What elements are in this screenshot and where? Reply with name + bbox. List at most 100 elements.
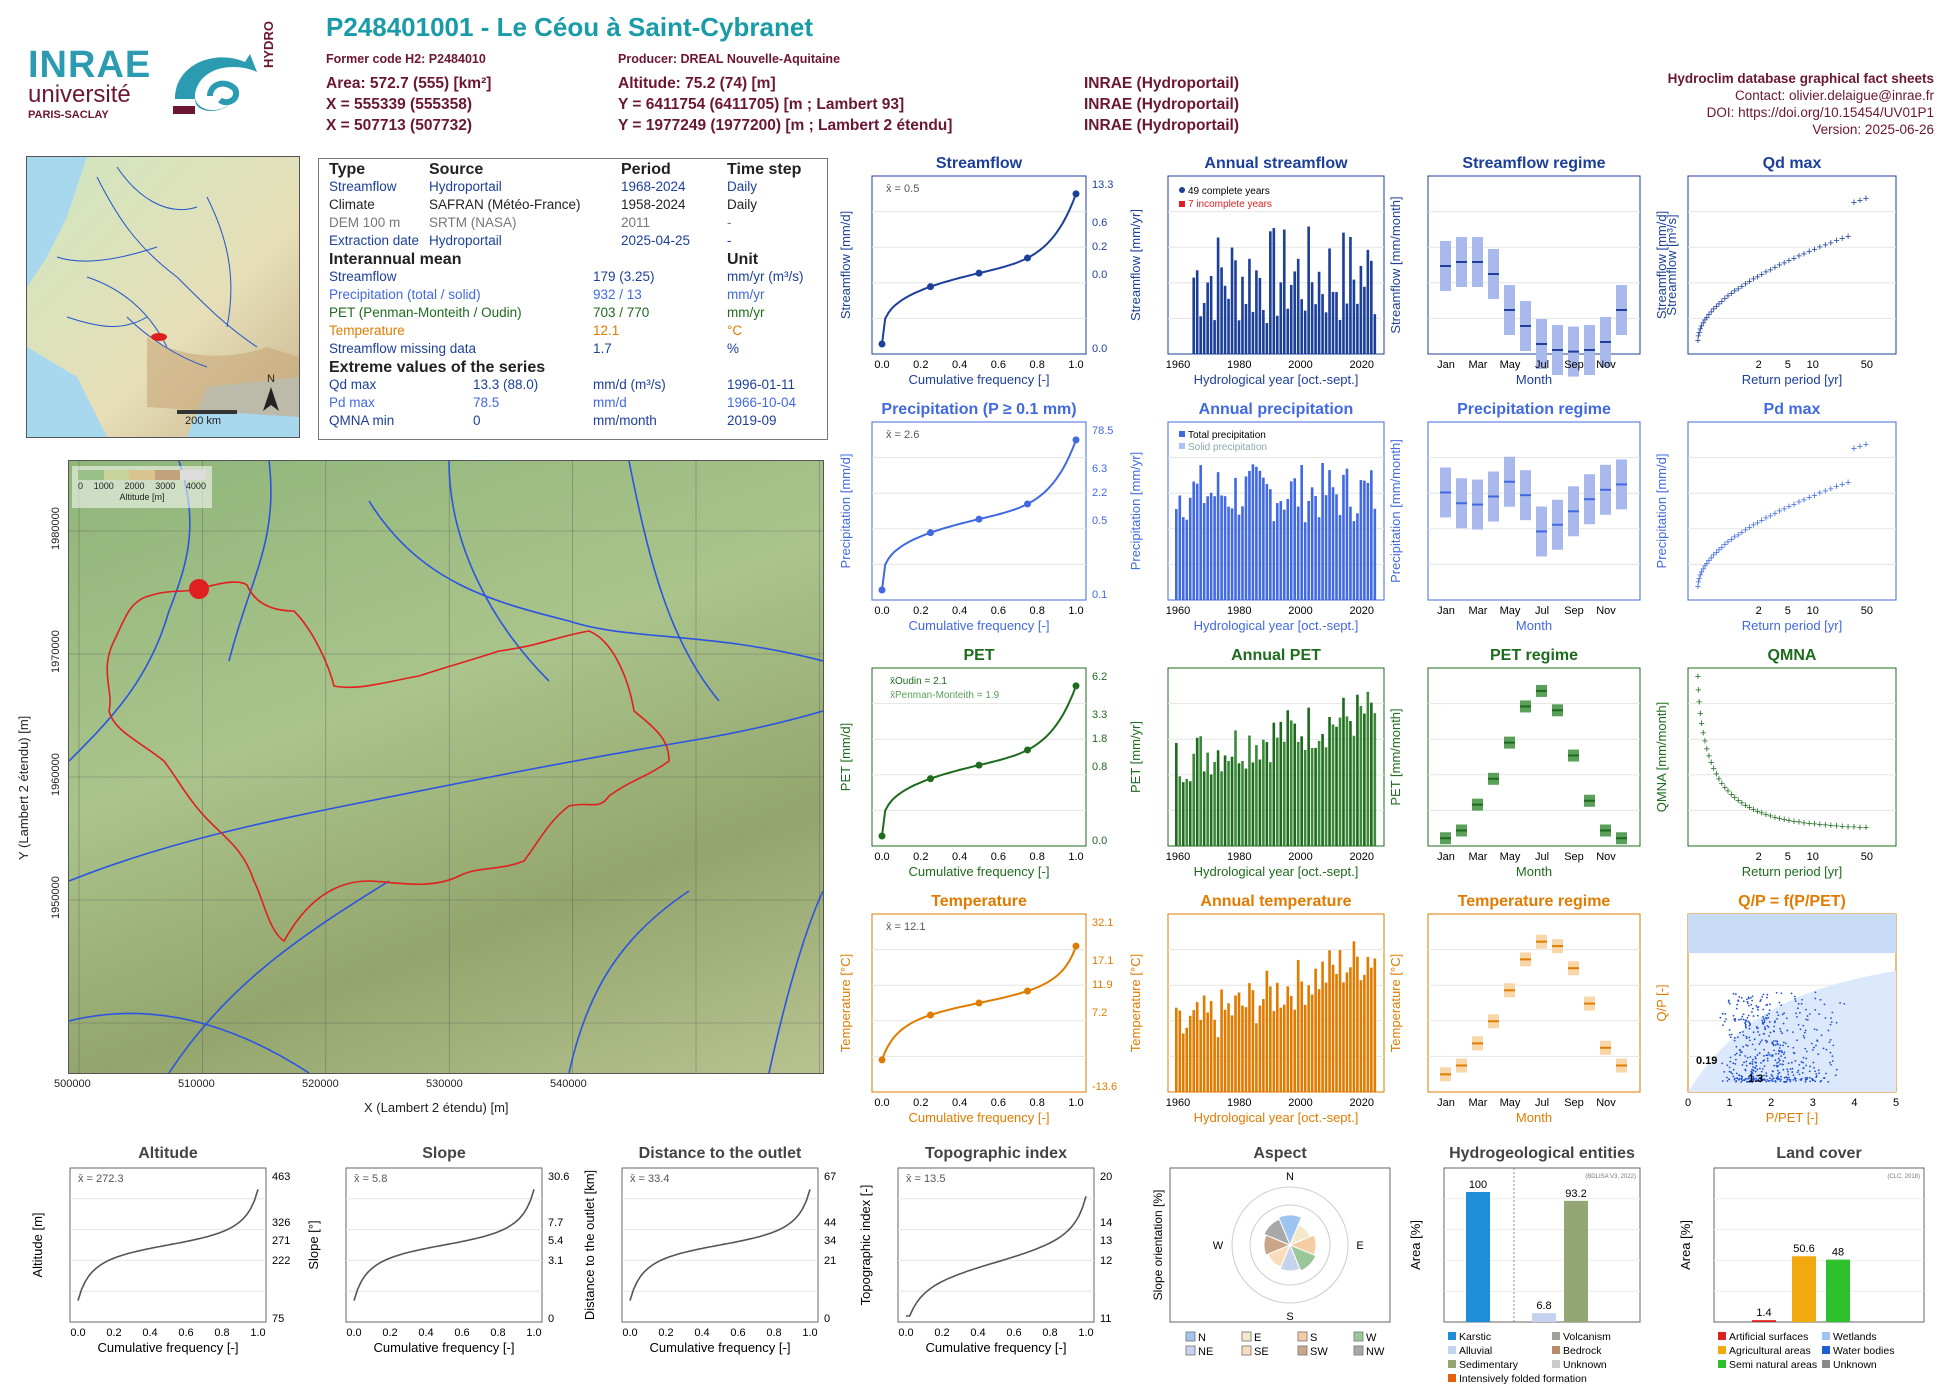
x-tick: 0.0: [874, 1097, 889, 1109]
scatter-point: [1834, 1074, 1837, 1077]
scatter-point: [1744, 1068, 1747, 1071]
annual-bar: [1310, 282, 1314, 354]
annual-bar: [1363, 713, 1366, 846]
scatter-point: [1773, 1064, 1776, 1067]
scatter-point: [1777, 1065, 1779, 1067]
scatter-point: +: [1811, 819, 1817, 831]
annual-bar: [1244, 303, 1248, 354]
scatter-point: +: [1739, 798, 1745, 810]
annual-bar: [1289, 284, 1293, 354]
annual-bar: [1328, 950, 1331, 1092]
chart-frame: [1713, 1167, 1925, 1323]
annual-bar: [1192, 277, 1196, 354]
y2-axis-label: Streamflow [m³/s]: [1664, 214, 1679, 315]
annual-bar: [1317, 740, 1321, 846]
scatter-point: [1748, 1027, 1751, 1030]
river-line: [69, 1012, 310, 1073]
x-axis-label: Cumulative frequency [-]: [98, 1340, 239, 1355]
scatter-point: [1750, 1003, 1753, 1006]
y-axis-label: Precipitation [mm/d]: [838, 454, 853, 569]
info-cell: Precipitation (total / solid): [329, 287, 481, 302]
annual-bar: [1216, 750, 1220, 846]
annual-bar: [1359, 706, 1363, 846]
scatter-point: [1781, 1051, 1783, 1054]
chart-title: QMNA: [1768, 647, 1817, 664]
scatter-point: +: [1776, 813, 1782, 825]
scatter-point: [1732, 992, 1735, 995]
scatter-point: +: [1750, 804, 1756, 816]
legend-swatch: [1718, 1346, 1726, 1354]
scatter-point: +: [1828, 237, 1834, 249]
scatter-point: [1782, 1041, 1785, 1044]
right-tick: 271: [272, 1235, 290, 1247]
scatter-point: [1815, 1044, 1817, 1047]
annual-bar: [1300, 299, 1303, 354]
right-tick: 3.1: [548, 1255, 563, 1267]
scatter-point: [1802, 1056, 1805, 1059]
hydro-logo: HYDRO: [165, 21, 295, 124]
scatter-point: [1780, 1078, 1782, 1081]
scatter-point: [1761, 995, 1764, 998]
scatter-point: [1786, 1077, 1789, 1079]
scatter-point: [1745, 1064, 1748, 1067]
scatter-point: [1761, 1021, 1764, 1024]
scatter-point: [1745, 1077, 1748, 1080]
annual-bar: [1262, 739, 1265, 846]
annual-bar: [1342, 697, 1345, 846]
scatter-point: [1738, 1018, 1740, 1021]
scatter-point: [1777, 1072, 1780, 1075]
right-tick: 17.1: [1092, 955, 1113, 967]
scatter-point: [1762, 1008, 1765, 1011]
universite-text: université: [28, 81, 131, 108]
annot-qp: 0.19: [1696, 1055, 1717, 1067]
x-tick: 5: [1893, 1097, 1899, 1109]
x-tick: 1.0: [250, 1327, 265, 1339]
x-tick: Jul: [1535, 359, 1549, 371]
data-label: 48: [1832, 1247, 1844, 1259]
scatter-point: [1793, 995, 1796, 998]
scatter-point: [1762, 1060, 1765, 1062]
x-tick: Jul: [1535, 1097, 1549, 1109]
cumfreq-point: [878, 586, 886, 594]
legend-label: SE: [1254, 1346, 1269, 1358]
cumfreq-point: [975, 515, 983, 523]
doi-link[interactable]: DOI: https://doi.org/10.15454/UV01P1: [1706, 105, 1934, 120]
scatter-point: +: [1739, 281, 1745, 293]
scatter-point: +: [1698, 718, 1704, 730]
x-tick: Mar: [1469, 851, 1488, 863]
scatter-point: [1760, 1070, 1763, 1073]
scatter-point: [1745, 1026, 1747, 1029]
annual-bar: [1227, 298, 1230, 354]
x-tick: May: [1500, 605, 1521, 617]
x-tick: 1960: [1166, 851, 1190, 863]
scatter-point: +: [1791, 816, 1797, 828]
annual-bar: [1324, 982, 1328, 1092]
scatter-point: +: [1811, 244, 1817, 256]
basin-xlabel: X (Lambert 2 étendu) [m]: [364, 1100, 509, 1115]
scatter-point: [1802, 1067, 1805, 1070]
annual-bar: [1370, 260, 1373, 354]
scatter-point: [1799, 1011, 1801, 1014]
data-label: 93.2: [1565, 1188, 1586, 1200]
annual-bar: [1338, 515, 1342, 600]
cumfreq-curve: [77, 1189, 259, 1301]
scatter-point: [1813, 1066, 1815, 1069]
scatter-point: [1779, 1080, 1782, 1083]
x-tick: 2000: [1288, 359, 1312, 371]
x-tick: 0.2: [658, 1327, 673, 1339]
scatter-point: +: [1763, 513, 1769, 525]
annual-bar: [1296, 959, 1300, 1092]
scatter-point: [1754, 1056, 1757, 1058]
aspect-sector: [1279, 1243, 1301, 1272]
scatter-point: [1746, 1044, 1749, 1047]
scatter-point: [1800, 1060, 1803, 1063]
scatter-point: [1783, 1080, 1786, 1083]
compass-n: N: [1286, 1171, 1294, 1183]
x-tick: 2000: [1288, 851, 1312, 863]
scatter-point: [1760, 998, 1762, 1001]
x-tick: 0.6: [178, 1327, 193, 1339]
basin-xtick: 530000: [426, 1078, 463, 1090]
annual-bar: [1307, 985, 1310, 1092]
annual-bar: [1356, 956, 1359, 1092]
x-tick: May: [1500, 1097, 1521, 1109]
